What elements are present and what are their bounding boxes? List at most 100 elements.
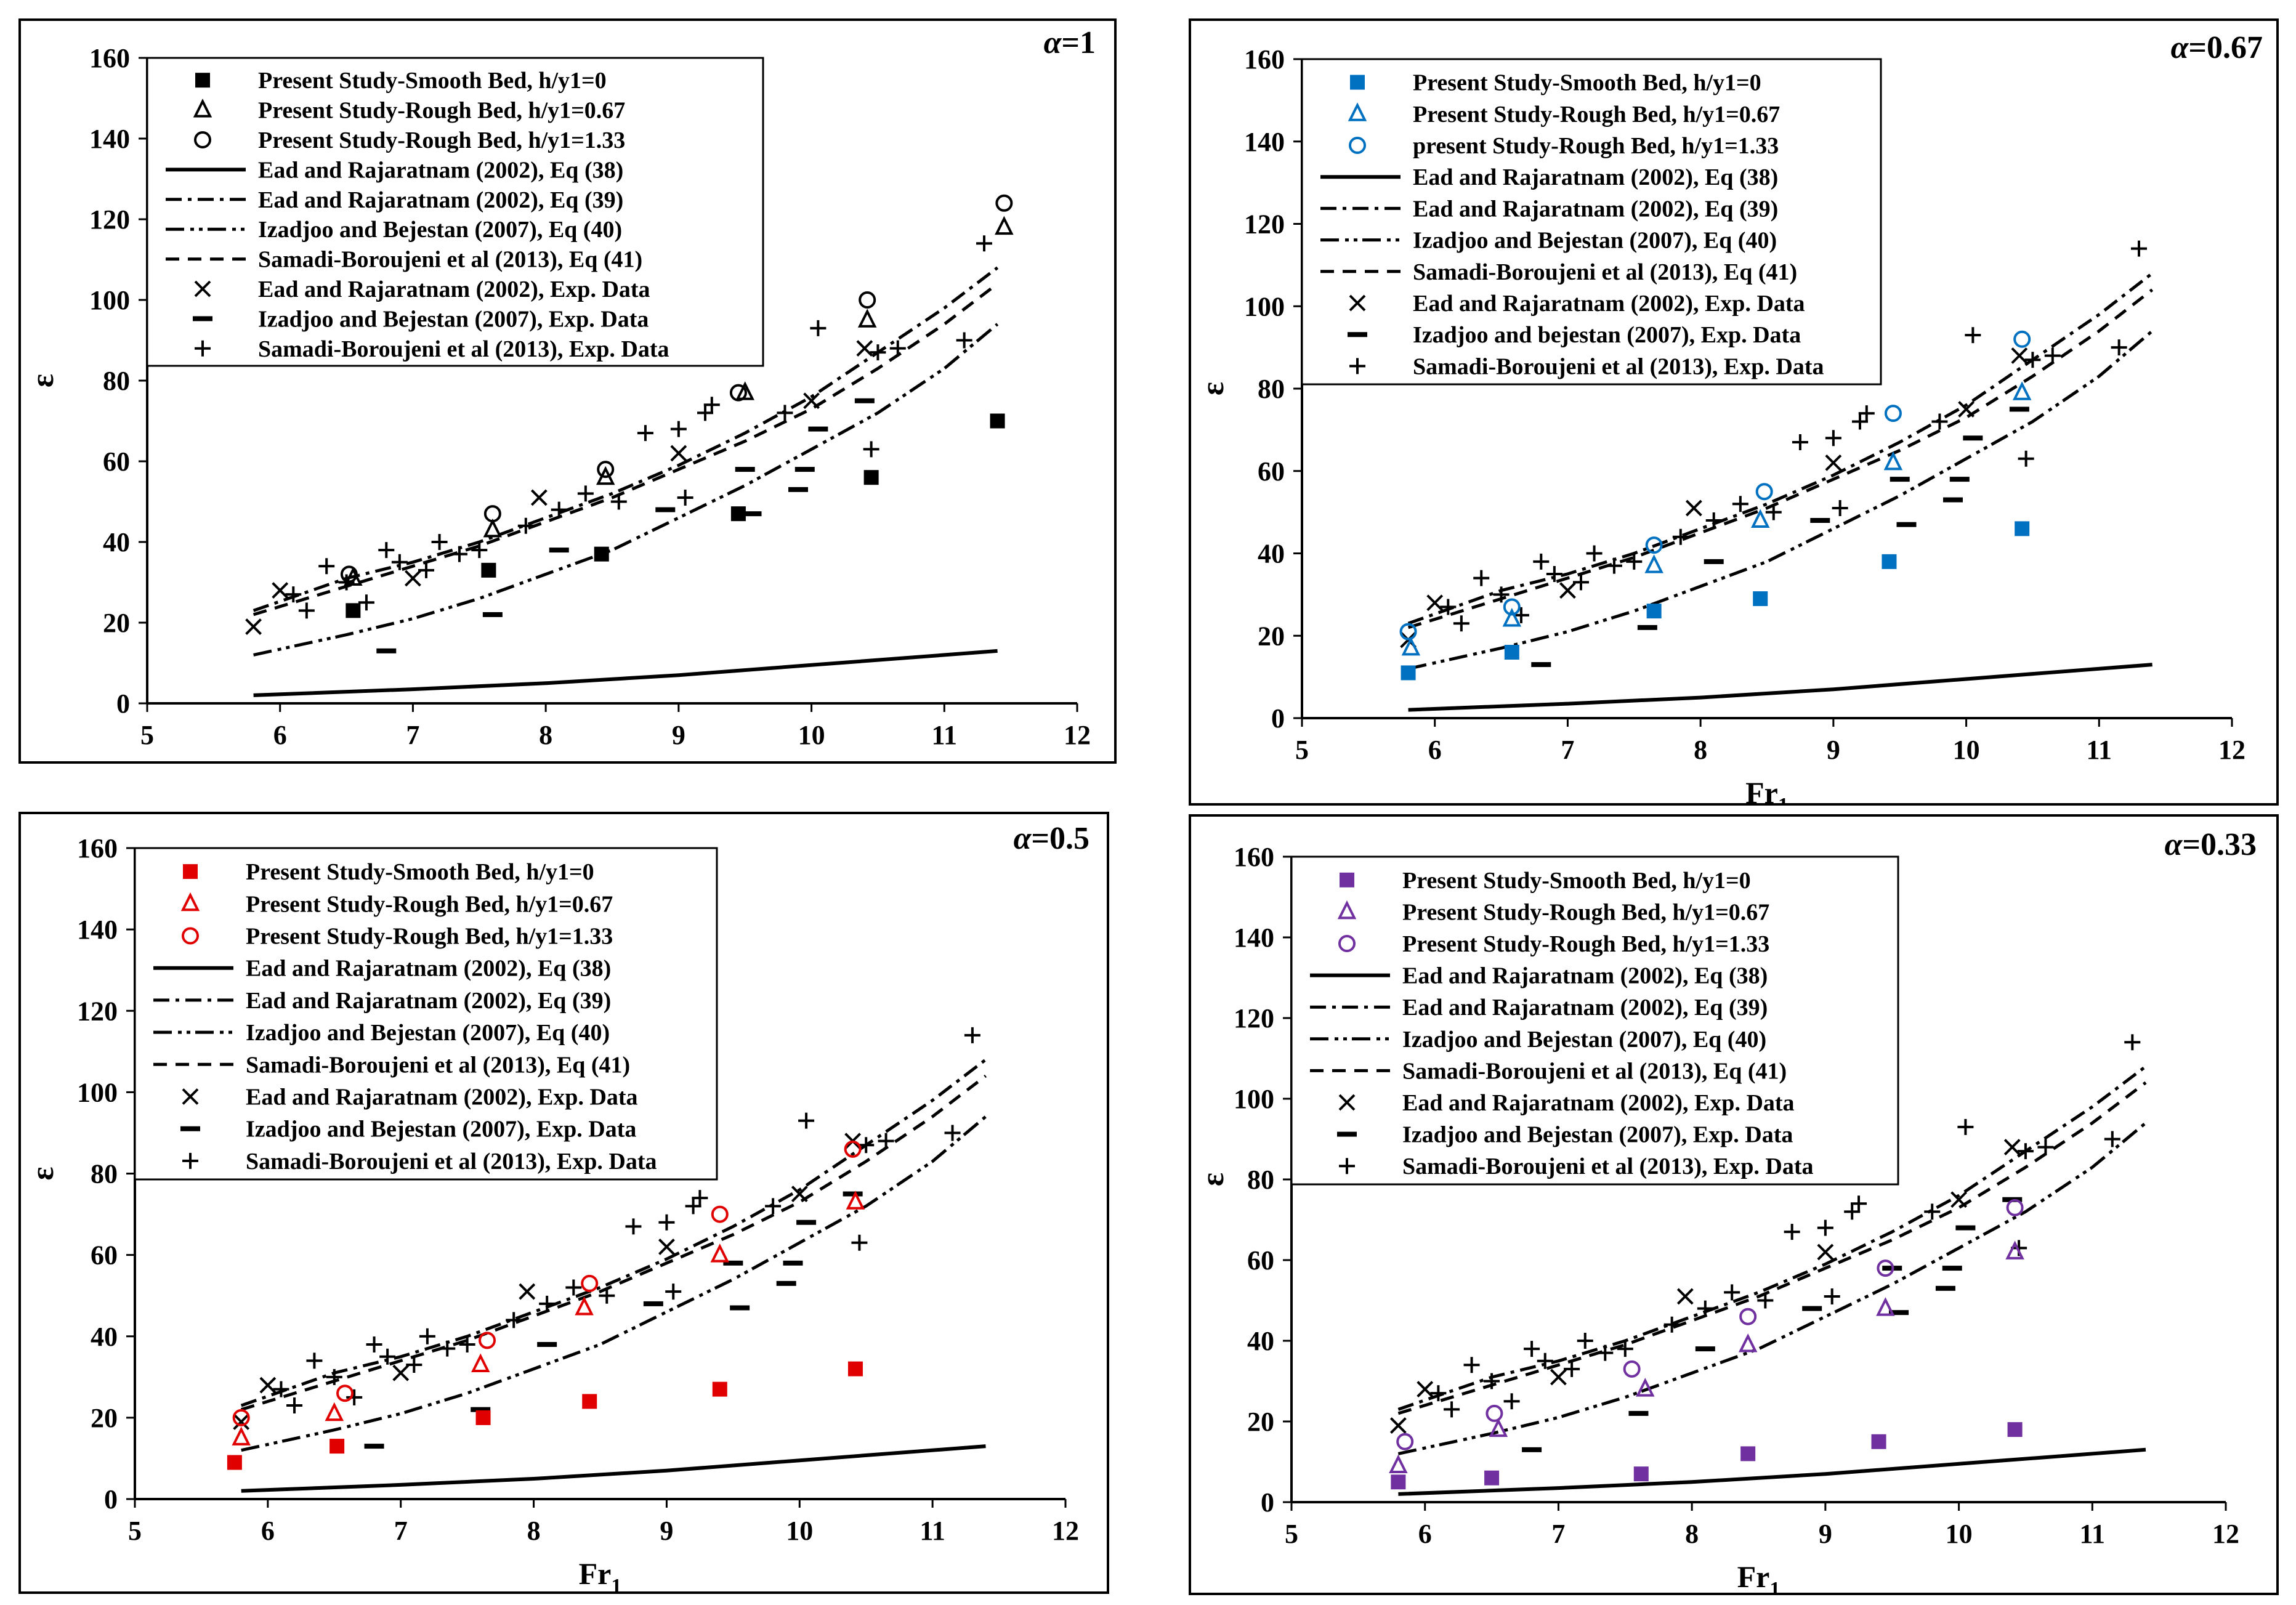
experimental-points (233, 1027, 980, 1449)
ead-exp-point (519, 1283, 536, 1300)
legend-label: Present Study-Smooth Bed, h/y1=0 (258, 68, 607, 94)
rough-bed-067-point (232, 1426, 251, 1445)
x-tick-label: 7 (1551, 1519, 1565, 1549)
smooth-bed-point (712, 1381, 727, 1397)
samadi-exp-point (878, 1133, 894, 1149)
curve-eq41 (1407, 288, 2154, 629)
smooth-bed-point (481, 562, 496, 578)
legend-marker-triangle (1348, 102, 1367, 121)
samadi-exp-point (391, 554, 408, 570)
samadi-exp-point (273, 1381, 289, 1397)
legend-marker-circle (194, 131, 211, 148)
legend-label: Present Study-Rough Bed, h/y1=0.67 (1402, 899, 1769, 925)
samadi-exp-point (431, 534, 448, 550)
legend-marker-square (183, 864, 198, 879)
y-tick-label: 140 (89, 124, 130, 154)
alpha-label: α=0.33 (2165, 827, 2257, 862)
x-tick-label: 10 (1953, 735, 1980, 765)
ead-exp-point (1559, 582, 1576, 599)
samadi-exp-point (1573, 574, 1589, 591)
legend-label: Ead and Rajaratnam (2002), Eq (38) (1402, 963, 1768, 989)
samadi-exp-point (637, 425, 653, 442)
samadi-exp-point (286, 1397, 303, 1414)
x-tick-label: 8 (1685, 1519, 1699, 1549)
rough-bed-067-point (325, 1402, 344, 1421)
x-tick-label: 8 (527, 1516, 541, 1546)
samadi-exp-point (378, 542, 395, 559)
x-tick-label: 5 (1285, 1519, 1298, 1549)
izadjoo-exp-point (1889, 1310, 1909, 1316)
y-tick-label: 40 (1247, 1326, 1274, 1356)
chart-panel-alpha-0-33: 0 20 40 60 80 100 120 140 160 5 6 7 8 9 10 11 12 Fr1 ε α=0.… (1189, 814, 2279, 1595)
ead-exp-point (1389, 1417, 1407, 1434)
rough-bed-133-point (729, 384, 747, 402)
izadjoo-exp-point (843, 1191, 863, 1197)
present-study-points (340, 194, 1014, 618)
ead-exp-point (272, 582, 289, 599)
ead-exp-point (856, 340, 873, 357)
izadjoo-exp-point (1695, 1346, 1715, 1352)
samadi-exp-point (610, 493, 627, 510)
x-tick-label: 11 (2086, 735, 2112, 765)
y-tick-label: 40 (91, 1322, 118, 1352)
y-tick-label: 20 (91, 1403, 118, 1433)
y-tick-label: 60 (91, 1240, 118, 1271)
samadi-exp-point (1858, 405, 1875, 422)
samadi-exp-point (677, 489, 693, 506)
samadi-exp-point (551, 501, 567, 518)
smooth-bed-point (346, 603, 361, 618)
chart-panel-alpha-0-5: 0 20 40 60 80 100 120 140 160 5 6 7 8 9 10 11 12 Fr1 ε α=0.… (18, 812, 1109, 1594)
legend-label: Ead and Rajaratnam (2002), Exp. Data (1402, 1090, 1795, 1116)
izadjoo-exp-point (1704, 559, 1724, 564)
samadi-exp-point (1965, 327, 1981, 344)
samadi-exp-point (565, 1279, 582, 1296)
y-tick-label: 160 (1234, 842, 1274, 872)
ead-exp-point (658, 1238, 675, 1255)
legend: Present Study-Smooth Bed, h/y1=0 Present … (134, 847, 718, 1181)
samadi-exp-point (539, 1295, 556, 1312)
legend-label: Samadi-Boroujeni et al (2013), Eq (41) (1413, 259, 1797, 285)
samadi-exp-point (765, 1198, 782, 1215)
samadi-exp-point (318, 558, 335, 575)
rough-bed-133-point (336, 1385, 354, 1402)
rough-bed-067-point (1876, 1297, 1895, 1316)
legend-label: Ead and Rajaratnam (2002), Eq (39) (258, 187, 623, 213)
legend-label: Present Study-Rough Bed, h/y1=0.67 (246, 891, 613, 917)
samadi-exp-point (1493, 586, 1510, 603)
y-tick-label: 60 (1247, 1245, 1274, 1276)
smooth-bed-point (329, 1439, 345, 1454)
izadjoo-exp-point (796, 1219, 817, 1225)
x-tick-label: 12 (2218, 735, 2245, 765)
y-tick-label: 140 (77, 915, 118, 945)
legend-label: Samadi-Boroujeni et al (2013), Exp. Data (246, 1149, 657, 1174)
legend-label: Ead and Rajaratnam (2002), Exp. Data (1413, 291, 1805, 317)
y-tick-label: 140 (1234, 923, 1274, 953)
alpha-label: α=0.67 (2171, 30, 2263, 65)
y-tick-label: 120 (1244, 209, 1285, 240)
legend-label: Present Study-Smooth Bed, h/y1=0 (1402, 868, 1751, 894)
x-tick-label: 7 (394, 1516, 408, 1546)
samadi-exp-point (670, 421, 687, 437)
legend-label: Izadjoo and Bejestan (2007), Eq (40) (1413, 228, 1777, 254)
curve-eq40 (1397, 1122, 2147, 1455)
izadjoo-exp-point (1935, 1285, 1955, 1291)
legend-label: Ead and Rajaratnam (2002), Eq (38) (1413, 164, 1778, 190)
rough-bed-133-point (2006, 1199, 2024, 1216)
rough-bed-133-point (1503, 598, 1521, 616)
samadi-exp-point (1792, 434, 1808, 450)
alpha-label: α=1 (1044, 25, 1096, 60)
izadjoo-exp-point (1963, 435, 1983, 441)
rough-bed-133-point (340, 565, 358, 583)
alpha-label: α=0.5 (1014, 821, 1089, 856)
izadjoo-exp-point (1802, 1306, 1822, 1311)
legend-marker-plus (1339, 1158, 1355, 1174)
curve-eq39 (1397, 1065, 2147, 1411)
ead-exp-point (1950, 1191, 1967, 1208)
ead-exp-point (1426, 594, 1444, 612)
samadi-exp-point (685, 1198, 701, 1215)
experimental-points (245, 235, 992, 653)
samadi-exp-point (1444, 1401, 1460, 1418)
y-tick-label: 160 (1244, 44, 1285, 75)
samadi-exp-point (658, 1214, 675, 1231)
ead-exp-point (392, 1364, 410, 1381)
